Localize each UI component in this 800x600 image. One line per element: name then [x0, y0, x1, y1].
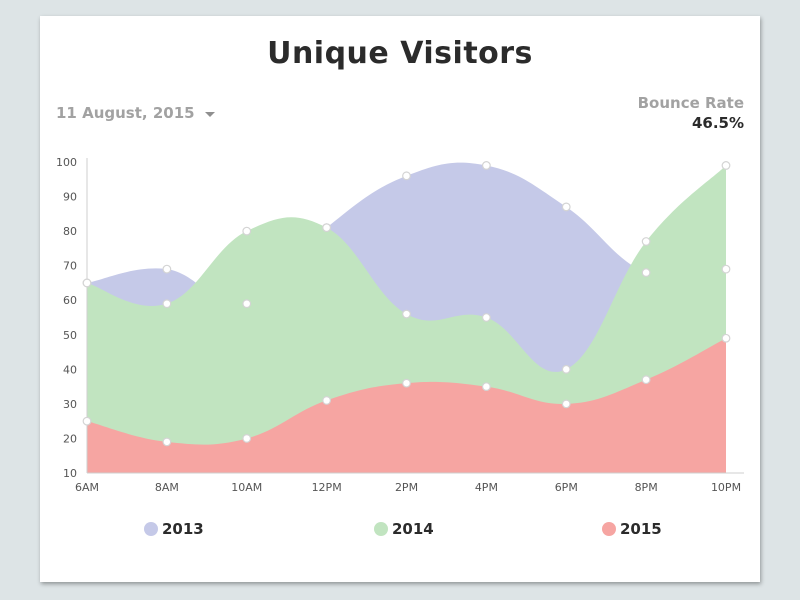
x-tick-label-8PM: 8PM — [635, 481, 658, 494]
y-tick-label-40: 40 — [63, 363, 77, 376]
legend-item-2013[interactable]: 2013 — [144, 520, 204, 538]
caret-down-icon — [204, 111, 215, 117]
data-point-2014-6PM — [561, 364, 571, 374]
data-point-2013-10PM — [721, 264, 731, 274]
data-point-2013-2PM — [402, 171, 411, 181]
data-point-2015-10AM — [242, 434, 252, 443]
data-point-2014-2PM — [402, 309, 411, 319]
x-tick-label-8AM: 8AM — [155, 481, 179, 494]
legend-swatch-2013 — [144, 522, 158, 536]
legend-label-2015: 2015 — [620, 520, 662, 538]
data-point-2015-8PM — [641, 375, 651, 385]
date-dropdown[interactable]: 11 August, 2015 — [56, 104, 215, 122]
data-point-2013-8AM — [162, 264, 172, 274]
data-point-2015-4PM — [481, 382, 491, 392]
data-point-2013-8PM — [641, 268, 651, 277]
y-tick-label-30: 30 — [63, 398, 77, 411]
chart-title: Unique Visitors — [267, 36, 533, 71]
x-tick-label-10PM: 10PM — [711, 481, 741, 494]
data-point-2014-8PM — [641, 237, 651, 246]
legend-item-2014[interactable]: 2014 — [374, 520, 434, 538]
y-tick-label-10: 10 — [63, 467, 77, 480]
data-point-2013-6PM — [561, 202, 571, 212]
y-tick-label-100: 100 — [56, 156, 77, 169]
data-point-2014-6AM — [82, 278, 92, 288]
legend-label-2013: 2013 — [162, 520, 204, 538]
y-tick-label-60: 60 — [63, 294, 77, 307]
data-point-2015-6AM — [82, 416, 92, 426]
x-tick-label-2PM: 2PM — [395, 481, 418, 494]
x-tick-label-12PM: 12PM — [312, 481, 342, 494]
data-point-2015-6PM — [561, 399, 571, 409]
y-tick-label-70: 70 — [63, 260, 77, 273]
data-point-2014-10AM — [242, 226, 252, 236]
legend-swatch-2015 — [602, 522, 616, 536]
y-tick-label-20: 20 — [63, 432, 77, 445]
legend-swatch-2014 — [374, 522, 388, 536]
x-tick-label-10AM: 10AM — [231, 481, 262, 494]
data-point-2015-2PM — [402, 378, 411, 388]
x-tick-label-6PM: 6PM — [555, 481, 578, 494]
bounce-rate: Bounce Rate 46.5% — [638, 94, 744, 132]
y-tick-label-80: 80 — [63, 225, 77, 238]
legend-label-2014: 2014 — [392, 520, 434, 538]
x-tick-label-4PM: 4PM — [475, 481, 498, 494]
chart-card: Unique Visitors 11 August, 2015 Bounce R… — [40, 16, 760, 582]
x-tick-label-6AM: 6AM — [75, 481, 99, 494]
y-tick-label-50: 50 — [63, 329, 77, 342]
data-point-2014-10PM — [721, 161, 731, 170]
data-point-2014-12PM — [322, 223, 332, 233]
data-point-2015-8AM — [162, 437, 172, 447]
data-point-2013-4PM — [481, 161, 491, 170]
data-point-2013-10AM — [242, 299, 252, 309]
legend-item-2015[interactable]: 2015 — [602, 520, 662, 538]
bounce-rate-label: Bounce Rate — [637, 94, 744, 112]
data-point-2014-4PM — [481, 313, 491, 322]
date-dropdown-label: 11 August, 2015 — [56, 104, 195, 122]
data-point-2015-12PM — [322, 396, 332, 405]
data-point-2014-8AM — [162, 299, 172, 309]
y-tick-label-90: 90 — [63, 191, 77, 204]
bounce-rate-value: 46.5% — [691, 114, 744, 132]
data-point-2015-10PM — [721, 333, 731, 343]
area-series-2014 — [87, 165, 726, 473]
